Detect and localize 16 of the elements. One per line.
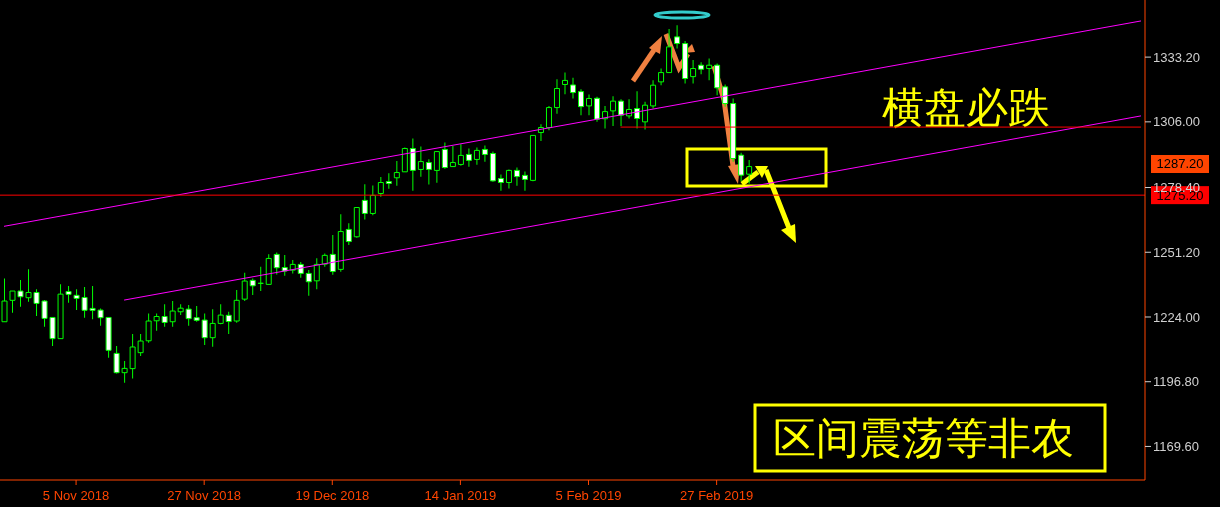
x-tick-label: 14 Jan 2019 xyxy=(424,488,497,503)
annotation: 区间震荡等非农 xyxy=(773,412,1074,465)
y-tick-label: 1169.60 xyxy=(1153,439,1200,455)
x-tick-label: 5 Nov 2018 xyxy=(42,488,110,503)
x-tick-label: 27 Nov 2018 xyxy=(167,488,242,503)
x-tick-label: 19 Dec 2018 xyxy=(295,488,370,503)
y-tick-label: 1333.20 xyxy=(1153,49,1200,65)
text: 1287.20 xyxy=(1151,155,1209,173)
x-tick-label: 5 Feb 2019 xyxy=(555,488,622,503)
y-tick-label: 1224.00 xyxy=(1153,309,1200,325)
candlestick xyxy=(257,266,264,292)
y-tick-label: 1251.20 xyxy=(1153,244,1200,260)
y-tick-label: 1196.80 xyxy=(1153,374,1200,390)
x-tick-label: 27 Feb 2019 xyxy=(680,488,754,503)
y-tick-label: 1306.00 xyxy=(1153,114,1200,130)
annotation: 横盘必跌 xyxy=(882,82,1050,134)
